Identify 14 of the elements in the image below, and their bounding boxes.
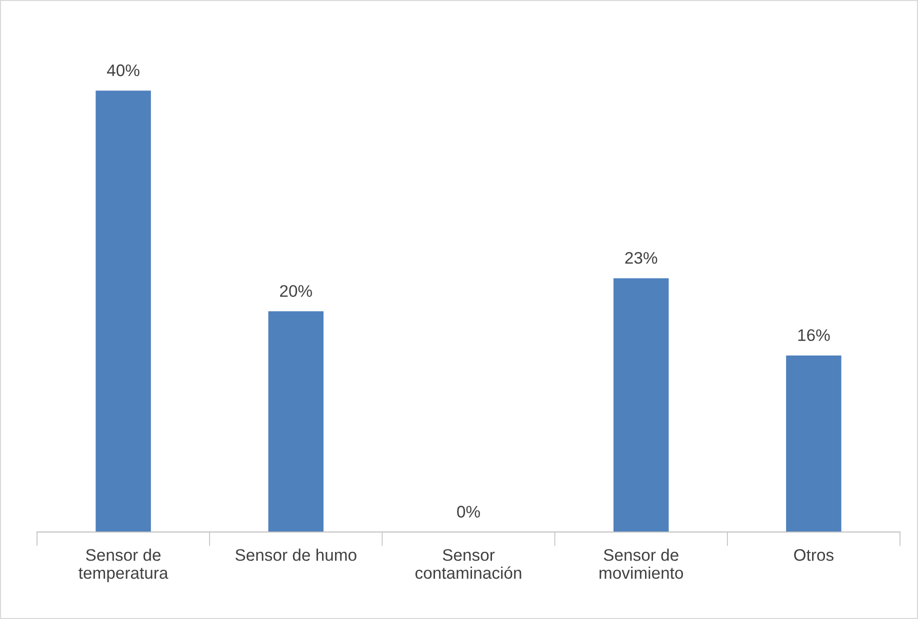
data-label: 16% <box>798 329 830 342</box>
x-tick-label: Sensor de humo <box>236 548 356 561</box>
x-tick-label: Sensor de temperatura <box>78 548 168 582</box>
bar <box>268 311 324 532</box>
bar <box>613 278 669 532</box>
x-tick-label: Sensor de movimiento <box>600 548 684 579</box>
bar <box>96 90 151 532</box>
data-label: 20% <box>280 285 312 297</box>
bar <box>786 355 842 532</box>
data-label: 23% <box>625 252 658 264</box>
data-label: 0% <box>457 506 480 518</box>
x-tick-label: Otros <box>794 549 834 561</box>
data-label: 40% <box>107 64 140 76</box>
x-tick-label: Sensor contaminación <box>415 549 522 579</box>
